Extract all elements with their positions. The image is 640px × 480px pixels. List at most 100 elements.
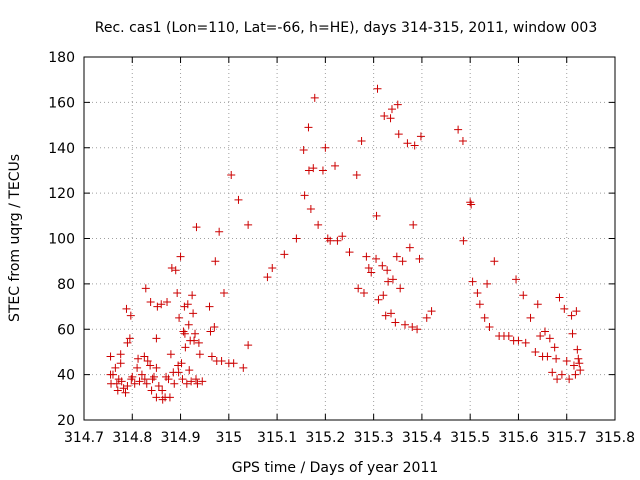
data-point — [173, 288, 182, 297]
data-point — [372, 254, 381, 263]
x-tick-label: 315.8 — [595, 430, 635, 446]
data-point — [314, 220, 323, 229]
data-point — [381, 311, 390, 320]
data-point — [543, 352, 552, 361]
data-point — [422, 313, 431, 322]
data-point — [140, 375, 149, 384]
data-point — [140, 352, 149, 361]
data-point — [560, 304, 569, 313]
data-point — [304, 123, 313, 132]
data-point — [130, 379, 139, 388]
data-point — [142, 379, 151, 388]
data-point — [116, 359, 125, 368]
data-point — [519, 291, 528, 300]
data-point — [175, 313, 184, 322]
axis-ticks: 314.7 314.8 314.9 315 315.1 315.2 315.3 315.4 31… — [48, 50, 635, 446]
data-points — [106, 84, 585, 404]
x-axis-label: GPS time / Days of year 2011 — [232, 460, 439, 476]
data-point — [304, 166, 313, 175]
data-point — [548, 368, 557, 377]
data-point — [526, 313, 535, 322]
data-point — [244, 341, 253, 350]
data-point — [177, 359, 186, 368]
data-point — [467, 200, 476, 209]
data-point — [318, 166, 327, 175]
y-axis-label: STEC from uqrg / TECUs — [7, 154, 23, 322]
data-point — [112, 379, 121, 388]
y-tick-label: 100 — [48, 232, 75, 248]
grid-lines — [84, 57, 615, 420]
data-point — [572, 307, 581, 316]
data-point — [192, 223, 201, 232]
data-point — [158, 386, 167, 395]
data-point — [300, 191, 309, 200]
data-point — [408, 322, 417, 331]
data-point — [345, 248, 354, 257]
data-point — [123, 338, 132, 347]
data-point — [143, 357, 152, 366]
data-point — [178, 375, 187, 384]
data-point — [280, 250, 289, 259]
data-point — [379, 291, 388, 300]
data-point — [141, 284, 150, 293]
data-point — [195, 350, 204, 359]
data-point — [514, 336, 523, 345]
data-point — [552, 354, 561, 363]
data-point — [571, 370, 580, 379]
data-point — [193, 379, 202, 388]
data-point — [215, 227, 224, 236]
data-point — [122, 304, 131, 313]
data-point — [106, 352, 115, 361]
data-point — [574, 354, 583, 363]
data-point — [217, 357, 226, 366]
data-point — [475, 300, 484, 309]
data-point — [180, 329, 189, 338]
data-point — [207, 352, 216, 361]
data-point — [413, 325, 422, 334]
data-point — [415, 254, 424, 263]
data-point — [123, 381, 132, 390]
data-point — [321, 143, 330, 152]
data-point — [357, 136, 366, 145]
data-point — [454, 125, 463, 134]
data-point — [179, 327, 188, 336]
data-point — [398, 257, 407, 266]
data-point — [176, 252, 185, 261]
data-point — [391, 318, 400, 327]
data-point — [468, 277, 477, 286]
x-tick-label: 314.9 — [160, 430, 200, 446]
data-point — [427, 307, 436, 316]
data-point — [164, 375, 173, 384]
data-point — [568, 329, 577, 338]
x-tick-label: 315.3 — [354, 430, 394, 446]
y-tick-label: 20 — [57, 413, 75, 429]
data-point — [171, 266, 180, 275]
data-point — [126, 311, 135, 320]
data-point — [562, 357, 571, 366]
data-point — [569, 361, 578, 370]
data-point — [394, 130, 403, 139]
data-point — [553, 375, 562, 384]
data-point — [292, 234, 301, 243]
data-point — [133, 363, 142, 372]
data-point — [210, 322, 219, 331]
x-tick-label: 315.6 — [498, 430, 538, 446]
data-point — [555, 293, 564, 302]
data-point — [299, 146, 308, 155]
data-point — [174, 361, 183, 370]
data-point — [480, 313, 489, 322]
data-point — [146, 298, 155, 307]
x-tick-label: 315.4 — [402, 430, 442, 446]
data-point — [116, 350, 125, 359]
data-point — [188, 291, 197, 300]
data-point — [485, 322, 494, 331]
chart-title: Rec. cas1 (Lon=110, Lat=-66, h=HE), days… — [95, 20, 597, 36]
data-point — [189, 309, 198, 318]
data-point — [387, 309, 396, 318]
data-point — [392, 252, 401, 261]
data-point — [364, 263, 373, 272]
data-point — [396, 284, 405, 293]
data-point — [362, 252, 371, 261]
y-tick-label: 180 — [48, 50, 75, 66]
